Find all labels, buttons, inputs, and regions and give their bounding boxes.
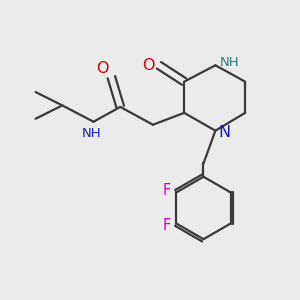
Text: O: O	[96, 61, 108, 76]
Text: N: N	[218, 125, 230, 140]
Text: NH: NH	[82, 127, 102, 140]
Text: F: F	[162, 218, 170, 232]
Text: O: O	[142, 58, 155, 73]
Text: NH: NH	[220, 56, 239, 69]
Text: F: F	[162, 183, 170, 198]
